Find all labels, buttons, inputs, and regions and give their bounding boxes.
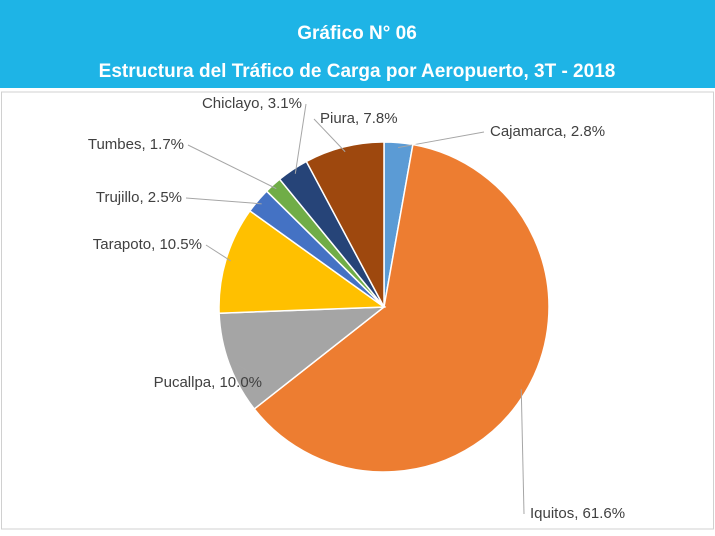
data-label: Iquitos, 61.6% xyxy=(530,505,625,522)
leader-line xyxy=(294,103,307,174)
data-label: Piura, 7.8% xyxy=(320,110,398,127)
pie-slice xyxy=(218,306,387,411)
plot-border xyxy=(1,91,714,530)
pie-slice xyxy=(253,143,550,473)
leader-line xyxy=(185,197,262,205)
leader-line xyxy=(205,244,232,262)
data-label: Chiclayo, 3.1% xyxy=(202,95,302,112)
data-label: Cajamarca, 2.8% xyxy=(490,123,605,140)
leader-line xyxy=(313,118,346,153)
leader-line xyxy=(187,144,277,190)
data-label: Tarapoto, 10.5% xyxy=(93,236,202,253)
data-label: Trujillo, 2.5% xyxy=(96,189,182,206)
data-label: Pucallpa, 10.0% xyxy=(154,374,262,391)
pie-slice xyxy=(305,141,385,308)
pie-slice xyxy=(218,209,387,314)
chart-subtitle: Estructura del Tráfico de Carga por Aero… xyxy=(99,61,616,82)
header-band xyxy=(0,0,715,88)
leader-line xyxy=(233,361,267,384)
leader-line xyxy=(397,131,485,149)
chart-title: Gráfico N° 06 xyxy=(297,23,417,44)
data-label: Tumbes, 1.7% xyxy=(88,136,184,153)
leader-line xyxy=(520,389,525,515)
